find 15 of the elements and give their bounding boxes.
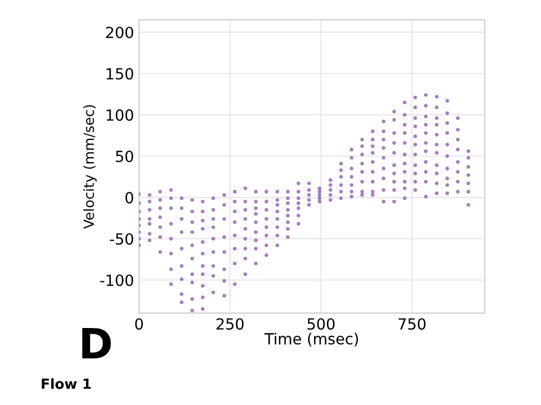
x-tick-label: 0 — [135, 318, 143, 330]
text: D — [82, 328, 111, 358]
y-tick-label: 200 — [106, 26, 134, 38]
x-tick-label: 750 — [398, 318, 426, 330]
y-tick-label: 0 — [125, 192, 134, 204]
y-tick-label: 150 — [106, 68, 134, 80]
x-axis-title: Time (msec) — [264, 332, 358, 346]
y-tick-label: -100 — [100, 274, 134, 286]
x-tick-label: 500 — [308, 318, 335, 330]
y-tick-label: 50 — [116, 150, 134, 162]
x-tick-label: 250 — [216, 318, 244, 330]
y-tick-label: 100 — [106, 109, 134, 121]
text: Flow 1 — [42, 378, 91, 389]
y-axis-title: Velocity (mm/sec) — [83, 105, 97, 229]
y-tick-label: -50 — [110, 233, 134, 245]
